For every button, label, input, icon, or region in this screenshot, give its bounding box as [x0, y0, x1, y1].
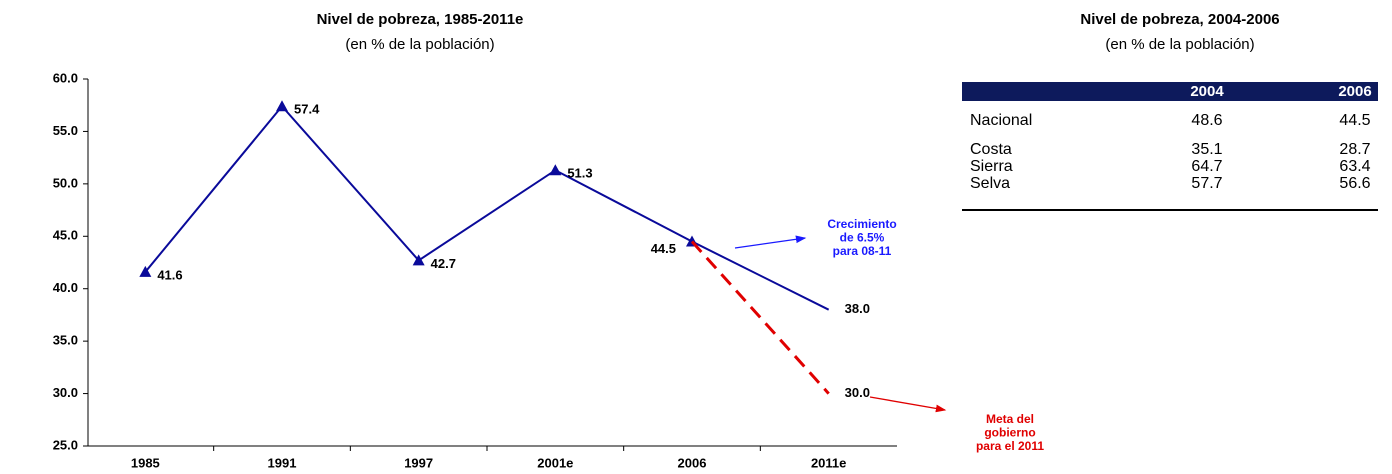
y-tick-label: 40.0 — [53, 280, 78, 295]
table-cell: 48.6 — [1191, 112, 1222, 129]
table-cell: 56.6 — [1339, 175, 1370, 192]
annotation: para 08-11 — [833, 244, 892, 258]
table-header-bar — [962, 82, 1378, 101]
point-marker — [549, 164, 562, 176]
table-cell: 28.7 — [1339, 141, 1370, 158]
point-marker — [139, 265, 152, 277]
table-cell: 44.5 — [1339, 112, 1370, 129]
x-tick-label: 2001e — [537, 455, 573, 470]
annotation-arrow — [734, 235, 807, 249]
point-marker — [276, 100, 288, 112]
series-line — [690, 240, 830, 395]
annotation: Crecimiento — [827, 217, 896, 231]
x-tick-label: 2011e — [811, 455, 846, 470]
y-tick-label: 25.0 — [53, 437, 78, 452]
table-cell: Selva — [970, 175, 1010, 192]
table-cell: Sierra — [970, 158, 1013, 175]
x-tick-label: 2006 — [678, 455, 707, 470]
value-label: 41.6 — [157, 267, 182, 282]
y-tick-label: 35.0 — [53, 333, 78, 348]
value-label: 30.0 — [845, 385, 870, 400]
y-tick-label: 55.0 — [53, 123, 78, 138]
value-label: 51.3 — [567, 166, 592, 181]
table-cell: Nacional — [970, 112, 1032, 129]
annotation: Meta del — [986, 412, 1034, 426]
value-label: 42.7 — [431, 256, 456, 271]
annotation: gobierno — [984, 426, 1035, 440]
x-tick-label: 1985 — [131, 455, 160, 470]
table-header: 2006 — [1338, 83, 1371, 100]
y-tick-label: 50.0 — [53, 175, 78, 190]
table-subtitle: (en % de la población) — [1105, 36, 1254, 53]
y-tick-label: 60.0 — [53, 70, 78, 85]
table-cell: 35.1 — [1191, 141, 1222, 158]
table-cell: Costa — [970, 141, 1012, 158]
table-header: 2004 — [1190, 83, 1224, 100]
chart-title: Nivel de pobreza, 1985-2011e — [317, 11, 524, 28]
value-label: 57.4 — [294, 102, 320, 117]
point-marker — [412, 254, 425, 266]
annotation: para el 2011 — [976, 439, 1044, 453]
table-title: Nivel de pobreza, 2004-2006 — [1080, 11, 1279, 28]
value-label: 38.0 — [845, 301, 870, 316]
y-tick-label: 45.0 — [53, 228, 78, 243]
value-label: 44.5 — [651, 241, 676, 256]
table-cell: 64.7 — [1191, 158, 1222, 175]
x-tick-label: 1991 — [268, 455, 297, 470]
chart-subtitle: (en % de la población) — [345, 36, 494, 53]
x-tick-label: 1997 — [404, 455, 433, 470]
annotation: de 6.5% — [840, 231, 885, 245]
table-cell: 57.7 — [1191, 175, 1222, 192]
series-line — [144, 104, 830, 311]
annotation-arrow — [869, 396, 947, 413]
table-cell: 63.4 — [1339, 158, 1370, 175]
y-tick-label: 30.0 — [53, 385, 78, 400]
